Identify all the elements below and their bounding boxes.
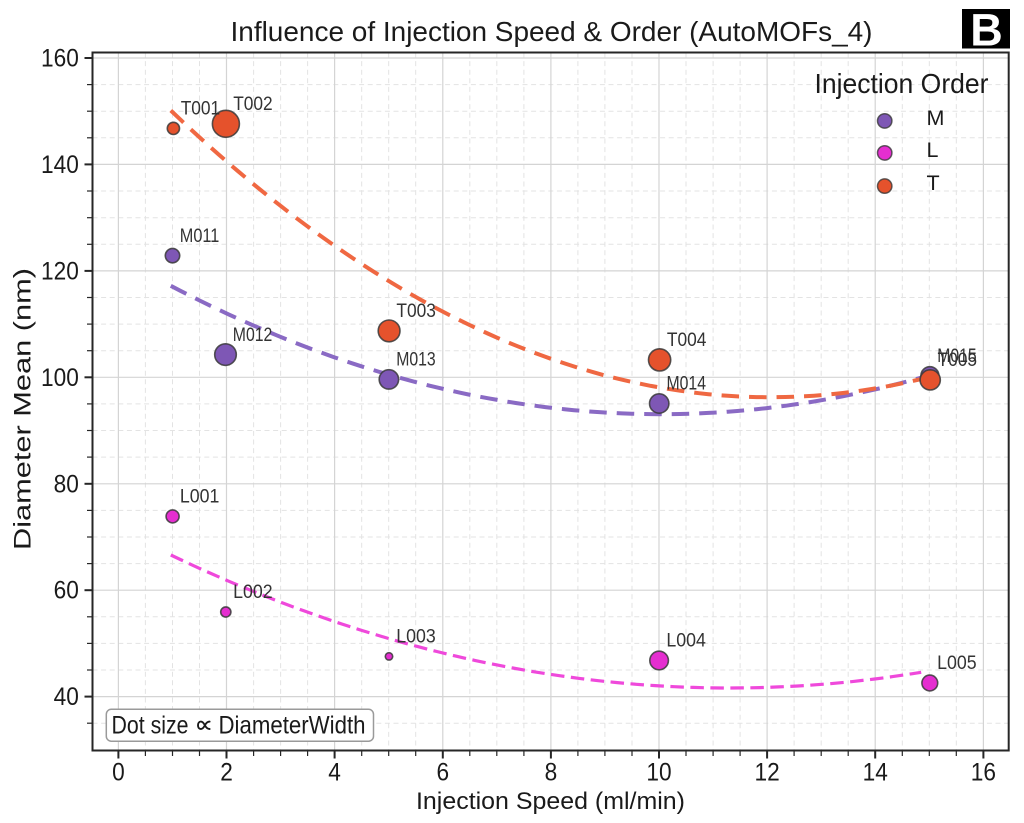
svg-text:0: 0 bbox=[112, 758, 125, 786]
svg-text:Dot size: Dot size bbox=[112, 712, 189, 740]
svg-text:T001: T001 bbox=[181, 99, 221, 120]
svg-text:12: 12 bbox=[755, 758, 780, 786]
svg-text:M011: M011 bbox=[180, 226, 220, 247]
svg-text:T005: T005 bbox=[938, 350, 978, 371]
svg-text:B: B bbox=[970, 4, 1003, 55]
svg-text:60: 60 bbox=[54, 577, 79, 605]
svg-text:L002: L002 bbox=[233, 582, 273, 603]
svg-text:L: L bbox=[927, 138, 939, 162]
svg-text:100: 100 bbox=[41, 364, 79, 392]
svg-text:8: 8 bbox=[545, 758, 558, 786]
svg-text:M015: M015 bbox=[937, 346, 977, 367]
svg-text:DiameterWidth: DiameterWidth bbox=[219, 712, 366, 740]
svg-text:4: 4 bbox=[328, 758, 341, 786]
svg-text:Diameter Mean (nm): Diameter Mean (nm) bbox=[10, 268, 37, 550]
svg-text:T004: T004 bbox=[667, 330, 707, 351]
svg-text:14: 14 bbox=[863, 758, 888, 786]
svg-text:80: 80 bbox=[54, 470, 79, 498]
svg-text:Injection Order: Injection Order bbox=[815, 68, 989, 99]
svg-text:120: 120 bbox=[41, 257, 79, 285]
svg-text:M013: M013 bbox=[396, 350, 436, 371]
svg-text:2: 2 bbox=[220, 758, 233, 786]
svg-text:16: 16 bbox=[971, 758, 996, 786]
svg-text:L003: L003 bbox=[396, 627, 436, 648]
svg-text:Influence of Injection Speed &: Influence of Injection Speed & Order (Au… bbox=[231, 16, 873, 47]
svg-text:L005: L005 bbox=[937, 653, 977, 674]
svg-text:Injection Speed (ml/min): Injection Speed (ml/min) bbox=[416, 788, 685, 815]
svg-text:140: 140 bbox=[41, 151, 79, 179]
svg-text:40: 40 bbox=[54, 683, 79, 711]
svg-text:T003: T003 bbox=[396, 301, 436, 322]
svg-text:T: T bbox=[927, 171, 940, 195]
svg-text:L004: L004 bbox=[666, 631, 706, 652]
svg-text:L001: L001 bbox=[180, 487, 220, 508]
svg-text:M014: M014 bbox=[667, 374, 707, 395]
svg-text:M: M bbox=[927, 106, 945, 130]
svg-text:T002: T002 bbox=[233, 94, 273, 115]
svg-text:M012: M012 bbox=[233, 325, 272, 346]
svg-text:6: 6 bbox=[437, 758, 450, 786]
svg-text:160: 160 bbox=[41, 45, 79, 73]
svg-text:10: 10 bbox=[646, 758, 671, 786]
